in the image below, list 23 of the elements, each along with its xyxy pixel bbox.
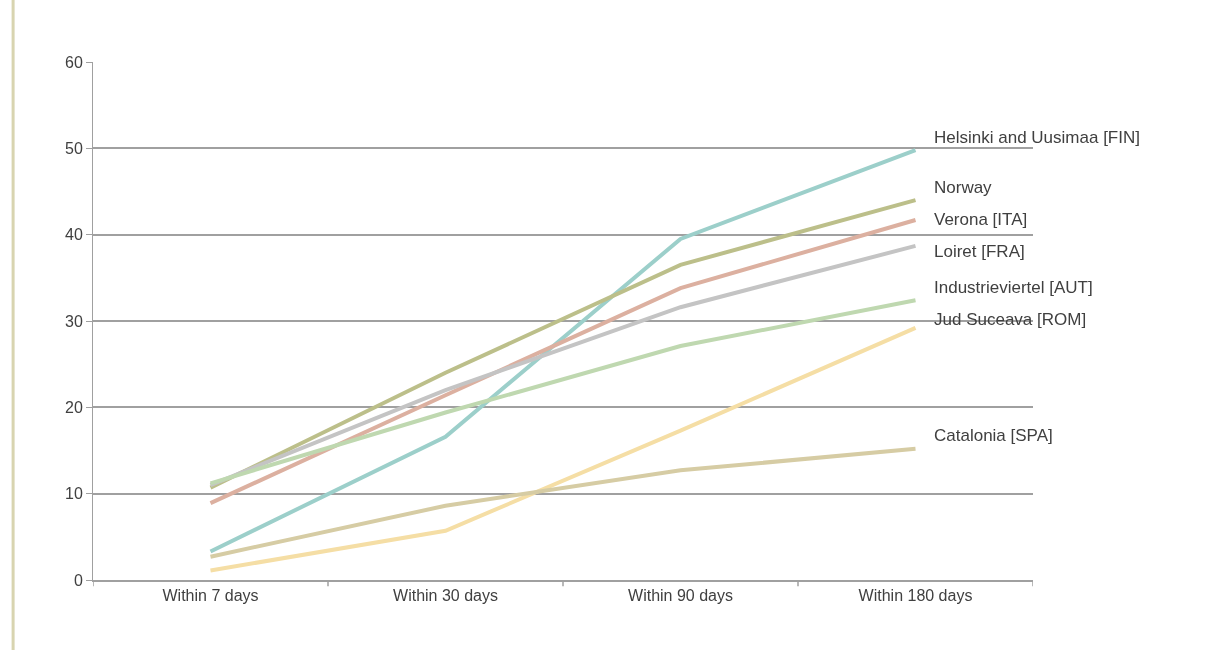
series-label: Norway	[934, 178, 993, 197]
y-tick-label: 10	[65, 485, 83, 503]
series-label: Industrieviertel [AUT]	[934, 278, 1093, 297]
line-series	[208, 325, 918, 573]
line-series	[208, 298, 918, 486]
y-tick-label: 0	[73, 571, 83, 589]
y-tick-label: 50	[65, 139, 83, 157]
x-tick-label: Within 90 days	[628, 586, 733, 604]
series-label: Loiret [FRA]	[934, 242, 1025, 261]
series-label: Helsinki and Uusimaa [FIN]	[934, 128, 1140, 147]
series-label: Jud Suceava [ROM]	[934, 310, 1087, 329]
series-label: Catalonia [SPA]	[934, 426, 1053, 445]
line-series	[208, 148, 918, 554]
y-tick-label: 60	[65, 53, 83, 71]
line-series	[208, 446, 918, 559]
x-tick-label: Within 7 days	[162, 586, 259, 604]
y-tick-label: 20	[65, 398, 83, 416]
y-tick-label: 40	[65, 226, 83, 244]
x-tick-label: Within 180 days	[858, 586, 973, 604]
line-series	[208, 243, 918, 488]
y-tick-label: 30	[65, 312, 83, 330]
x-tick-label: Within 30 days	[393, 586, 498, 604]
series-label: Verona [ITA]	[934, 210, 1028, 229]
